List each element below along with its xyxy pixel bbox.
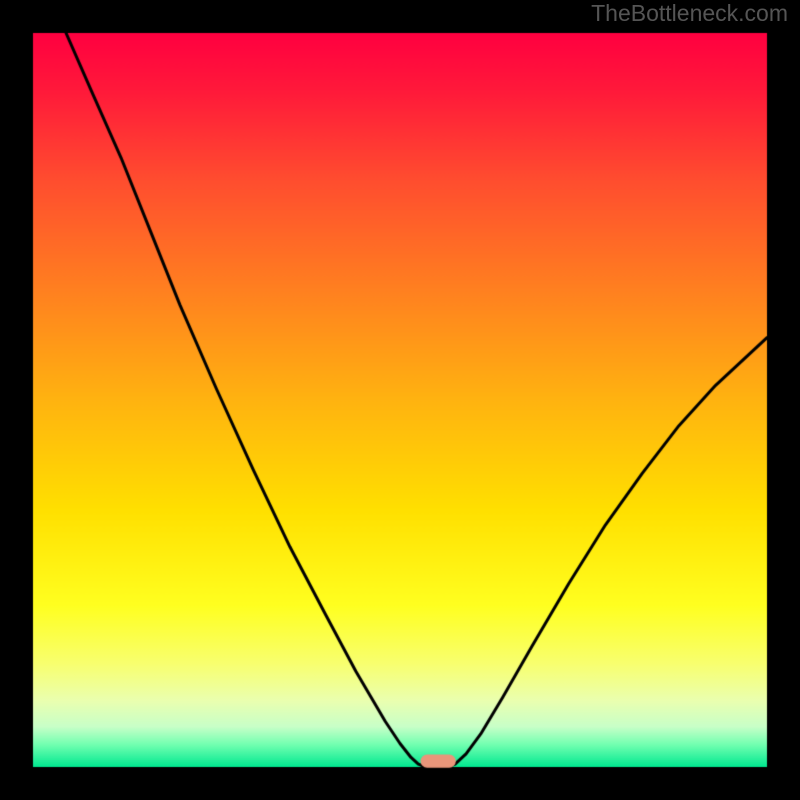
bottleneck-plot (0, 0, 800, 800)
watermark-label: TheBottleneck.com (591, 0, 788, 27)
